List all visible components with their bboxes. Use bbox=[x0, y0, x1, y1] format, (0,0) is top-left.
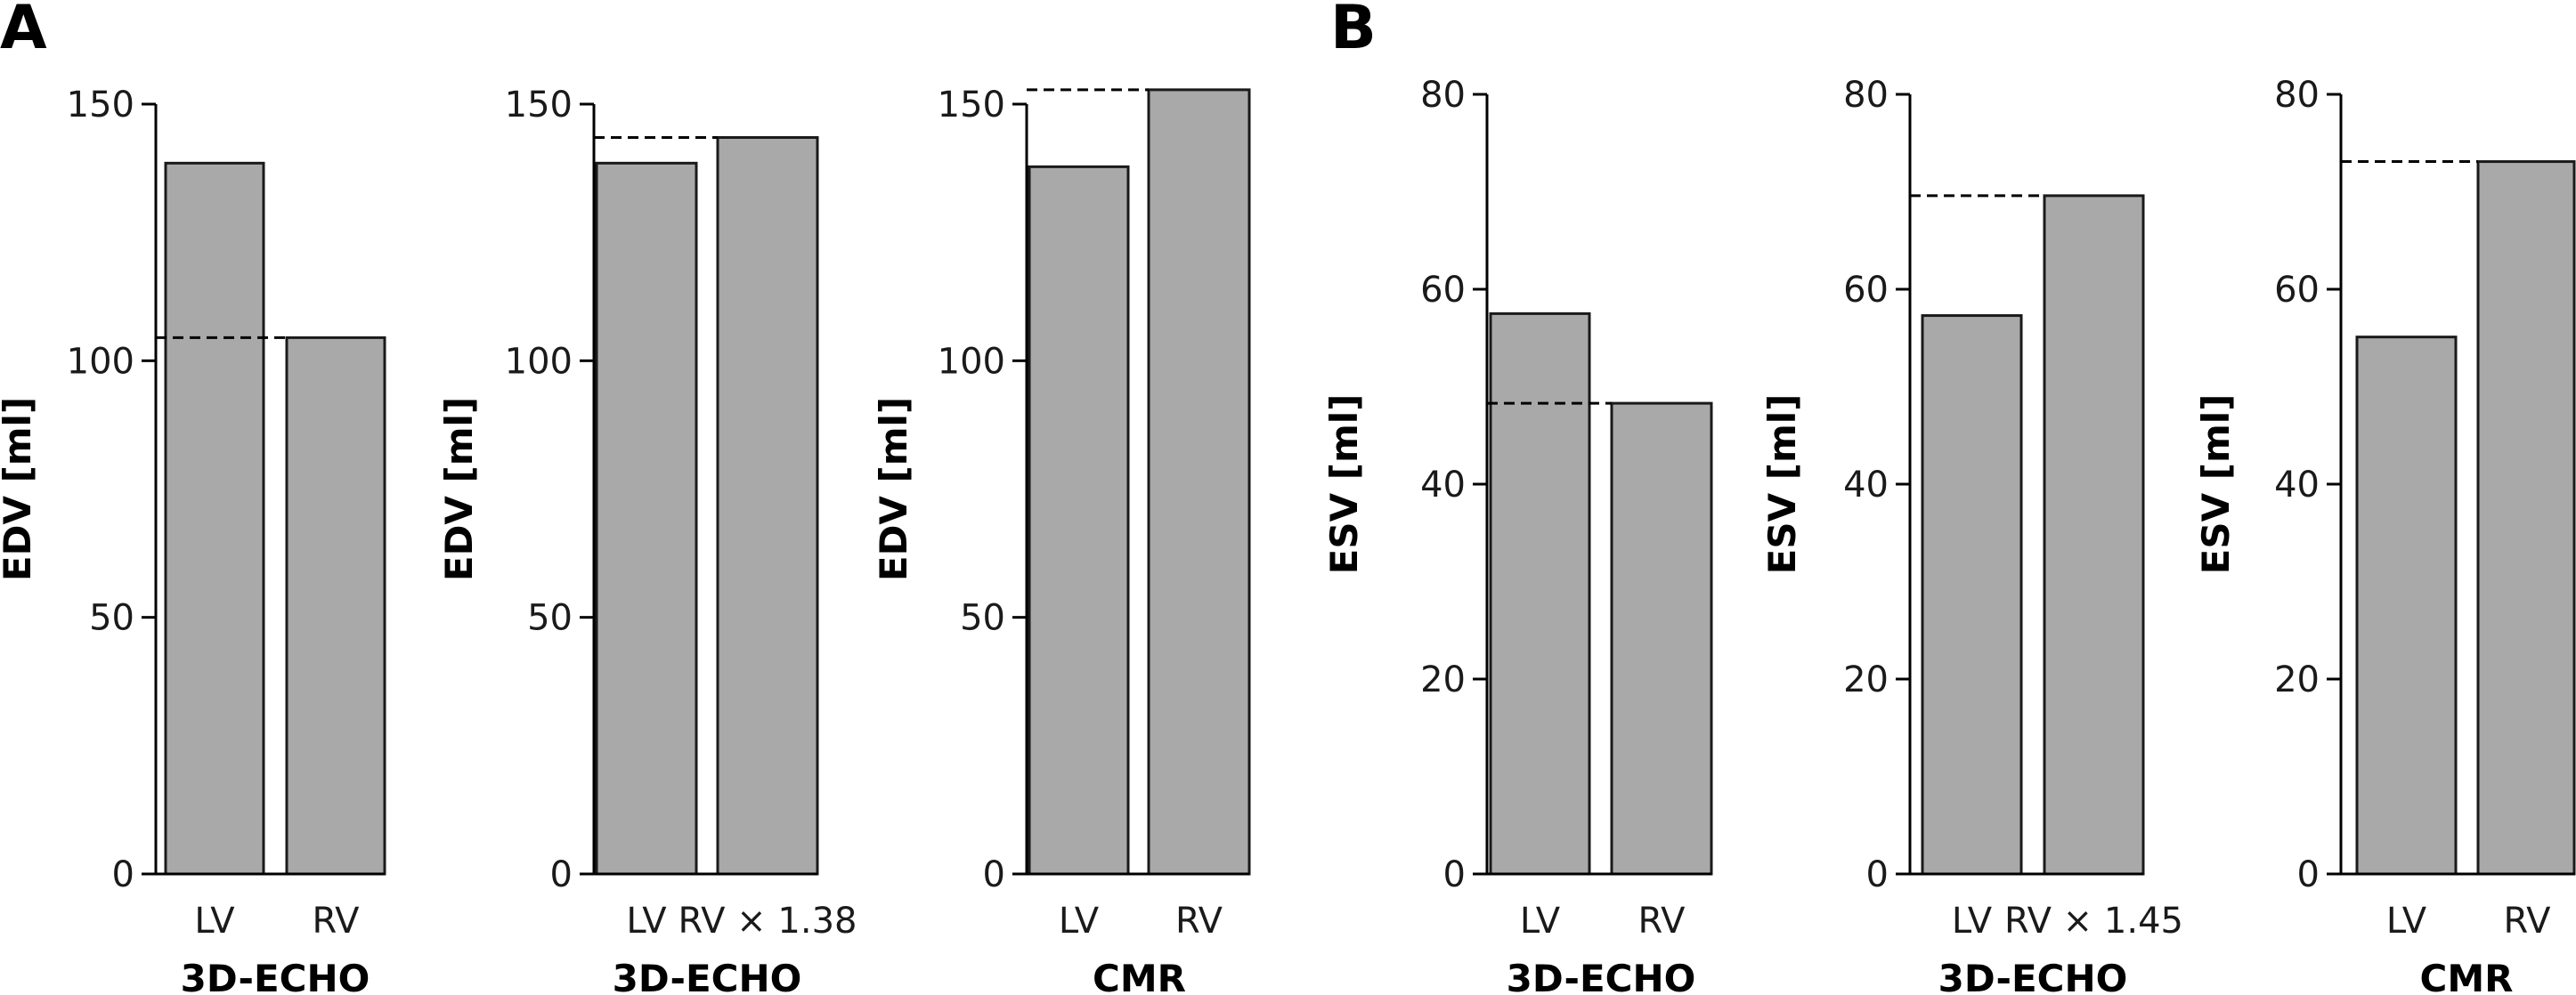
x-axis-title: 3D-ECHO bbox=[181, 957, 370, 995]
bar bbox=[1610, 401, 1713, 876]
y-tick-label: 20 bbox=[2274, 659, 2320, 700]
y-tick-label: 150 bbox=[67, 85, 134, 125]
y-tick-label: 40 bbox=[1420, 465, 1466, 506]
bar bbox=[595, 161, 698, 876]
y-axis-title: EDV [ml] bbox=[0, 397, 39, 581]
y-tick-label: 0 bbox=[1866, 854, 1889, 895]
category-label: RV bbox=[2504, 901, 2552, 942]
subplot-6: 0 20 40 60 80 LV RV CMR ESV [ml] bbox=[2194, 75, 2576, 995]
subplot-3: 0 50 100 150 LV RV CMR EDV [ml] bbox=[872, 85, 1251, 995]
y-tick-label: 20 bbox=[1420, 659, 1466, 700]
y-tick-label: 40 bbox=[1843, 465, 1889, 506]
category-label: RV × 1.45 bbox=[2004, 901, 2183, 942]
category-label: LV bbox=[1520, 901, 1561, 942]
subplot-1: 0 50 100 150 LV RV 3D-ECHO EDV [ml] bbox=[0, 85, 386, 995]
subplot-5: 0 20 40 60 80 LV RV × 1.45 3D-ECHO ESV [ml] bbox=[1760, 75, 2183, 995]
y-tick-label: 150 bbox=[505, 85, 573, 125]
y-tick-label: 80 bbox=[2274, 75, 2320, 116]
bar bbox=[1028, 165, 1130, 876]
y-tick-label: 50 bbox=[89, 598, 134, 639]
x-axis-title: 3D-ECHO bbox=[613, 957, 802, 995]
bar bbox=[2043, 194, 2145, 876]
bar bbox=[1921, 314, 2023, 876]
category-label: RV bbox=[1175, 901, 1223, 942]
y-axis-title: EDV [ml] bbox=[437, 397, 481, 581]
y-tick-label: 40 bbox=[2274, 465, 2320, 506]
x-axis-title: CMR bbox=[1093, 957, 1186, 995]
y-axis-title: ESV [ml] bbox=[2194, 394, 2238, 575]
bar bbox=[2476, 160, 2576, 876]
y-tick-label: 80 bbox=[1843, 75, 1889, 116]
y-tick-label: 100 bbox=[505, 341, 573, 382]
y-tick-label: 60 bbox=[2274, 270, 2320, 311]
x-axis-title: 3D-ECHO bbox=[1507, 957, 1696, 995]
y-tick-label: 100 bbox=[67, 341, 134, 382]
category-label: LV bbox=[1952, 901, 1993, 942]
bar bbox=[716, 135, 819, 876]
y-tick-label: 0 bbox=[1443, 854, 1466, 895]
panel-letter-b: B bbox=[1330, 0, 1377, 63]
y-tick-label: 150 bbox=[938, 85, 1005, 125]
y-tick-label: 50 bbox=[527, 598, 573, 639]
y-tick-label: 0 bbox=[983, 854, 1005, 895]
category-label: RV bbox=[313, 901, 361, 942]
x-axis-title: CMR bbox=[2420, 957, 2514, 995]
category-label: RV bbox=[1638, 901, 1686, 942]
panel-letter-a: A bbox=[0, 0, 47, 63]
bar bbox=[2355, 336, 2458, 876]
category-label: LV bbox=[626, 901, 667, 942]
y-tick-label: 0 bbox=[2297, 854, 2320, 895]
y-tick-label: 20 bbox=[1843, 659, 1889, 700]
y-tick-label: 60 bbox=[1420, 270, 1466, 311]
y-axis-title: EDV [ml] bbox=[872, 397, 915, 581]
y-tick-label: 100 bbox=[938, 341, 1005, 382]
bar bbox=[1489, 311, 1591, 876]
category-label: LV bbox=[194, 901, 235, 942]
y-tick-label: 50 bbox=[960, 598, 1005, 639]
bar bbox=[164, 161, 265, 876]
category-label: LV bbox=[1059, 901, 1100, 942]
bar bbox=[285, 336, 386, 876]
x-axis-title: 3D-ECHO bbox=[1938, 957, 2128, 995]
category-label: RV × 1.38 bbox=[679, 901, 857, 942]
y-axis-title: ESV [ml] bbox=[1760, 394, 1804, 575]
y-tick-label: 0 bbox=[112, 854, 134, 895]
category-label: LV bbox=[2386, 901, 2427, 942]
y-tick-label: 80 bbox=[1420, 75, 1466, 116]
subplot-4: 0 20 40 60 80 LV RV 3D-ECHO ESV [ml] bbox=[1322, 75, 1713, 995]
y-axis-title: ESV [ml] bbox=[1322, 394, 1366, 575]
y-tick-label: 60 bbox=[1843, 270, 1889, 311]
subplot-2: 0 50 100 150 LV RV × 1.38 3D-ECHO EDV [ml] bbox=[437, 85, 857, 995]
y-tick-label: 0 bbox=[550, 854, 573, 895]
bar bbox=[1147, 88, 1251, 876]
